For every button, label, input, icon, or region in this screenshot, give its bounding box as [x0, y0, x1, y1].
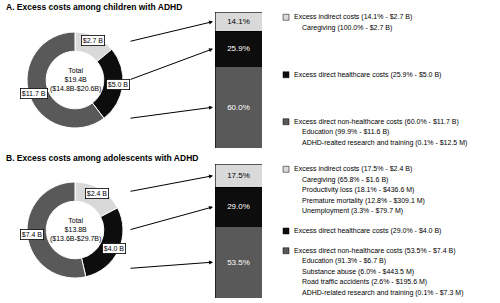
svg-text:Total$13.8B($13.6B-$29.7B): Total$13.8B($13.6B-$29.7B) [50, 217, 101, 243]
svg-text:Excess direct non-healthcare c: Excess direct non-healthcare costs (60.0… [294, 118, 459, 126]
svg-text:Productivity loss (18.1% - $43: Productivity loss (18.1% - $436.6 M) [302, 186, 414, 194]
svg-text:Caregiving (65.8% - $1.6 B): Caregiving (65.8% - $1.6 B) [302, 176, 388, 184]
svg-text:Total$19.4B($14.8B-$20.6B): Total$19.4B($14.8B-$20.6B) [50, 67, 101, 93]
svg-text:Education (91.3% - $6.7 B): Education (91.3% - $6.7 B) [302, 257, 386, 265]
svg-text:A. Excess costs among children: A. Excess costs among children with ADHD [6, 2, 182, 12]
svg-text:14.1%: 14.1% [227, 17, 250, 26]
svg-text:53.5%: 53.5% [227, 258, 250, 267]
svg-text:17.5%: 17.5% [227, 171, 250, 180]
svg-text:25.9%: 25.9% [227, 44, 250, 53]
svg-text:$2.7 B: $2.7 B [83, 37, 104, 44]
svg-text:$5.0 B: $5.0 B [108, 81, 129, 88]
svg-text:Substance abuse (6.0% - $443.5: Substance abuse (6.0% - $443.5 M) [302, 268, 414, 276]
svg-text:Excess indirect costs (17.5% -: Excess indirect costs (17.5% - $2.4 B) [294, 165, 412, 173]
svg-text:Road traffic accidents (2.6% -: Road traffic accidents (2.6% - $195.6 M) [302, 278, 427, 286]
svg-text:Excess indirect costs (14.1% -: Excess indirect costs (14.1% - $2.7 B) [294, 13, 412, 21]
svg-text:$2.4 B: $2.4 B [87, 190, 108, 197]
svg-text:Education (99.9% - $11.6 B): Education (99.9% - $11.6 B) [302, 128, 389, 136]
svg-text:Caregiving (100.0% - $2.7 B): Caregiving (100.0% - $2.7 B) [302, 24, 392, 32]
svg-text:60.0%: 60.0% [227, 103, 250, 112]
svg-text:Excess direct non-healthcare c: Excess direct non-healthcare costs (53.5… [294, 247, 455, 255]
svg-text:$7.4 B: $7.4 B [22, 231, 43, 238]
svg-text:ADHD-related research and trai: ADHD-related research and training (0.1%… [302, 289, 463, 297]
svg-text:$11.7 B: $11.7 B [22, 90, 46, 97]
svg-text:$4.0 B: $4.0 B [104, 245, 125, 252]
svg-text:ADHD-realted research and trai: ADHD-realted research and training (0.1%… [302, 139, 467, 147]
svg-text:Premature mortality (12.8% - $: Premature mortality (12.8% - $309.1 M) [302, 197, 425, 205]
svg-text:29.0%: 29.0% [227, 202, 250, 211]
svg-text:B. Excess costs among adolesce: B. Excess costs among adolescents with A… [6, 153, 198, 163]
svg-text:Unemployment (3.3% - $79.7 M): Unemployment (3.3% - $79.7 M) [302, 207, 403, 215]
svg-text:Excess direct healthcare costs: Excess direct healthcare costs (25.9% - … [294, 71, 441, 79]
svg-text:Excess direct healthcare costs: Excess direct healthcare costs (29.0% - … [294, 227, 441, 235]
